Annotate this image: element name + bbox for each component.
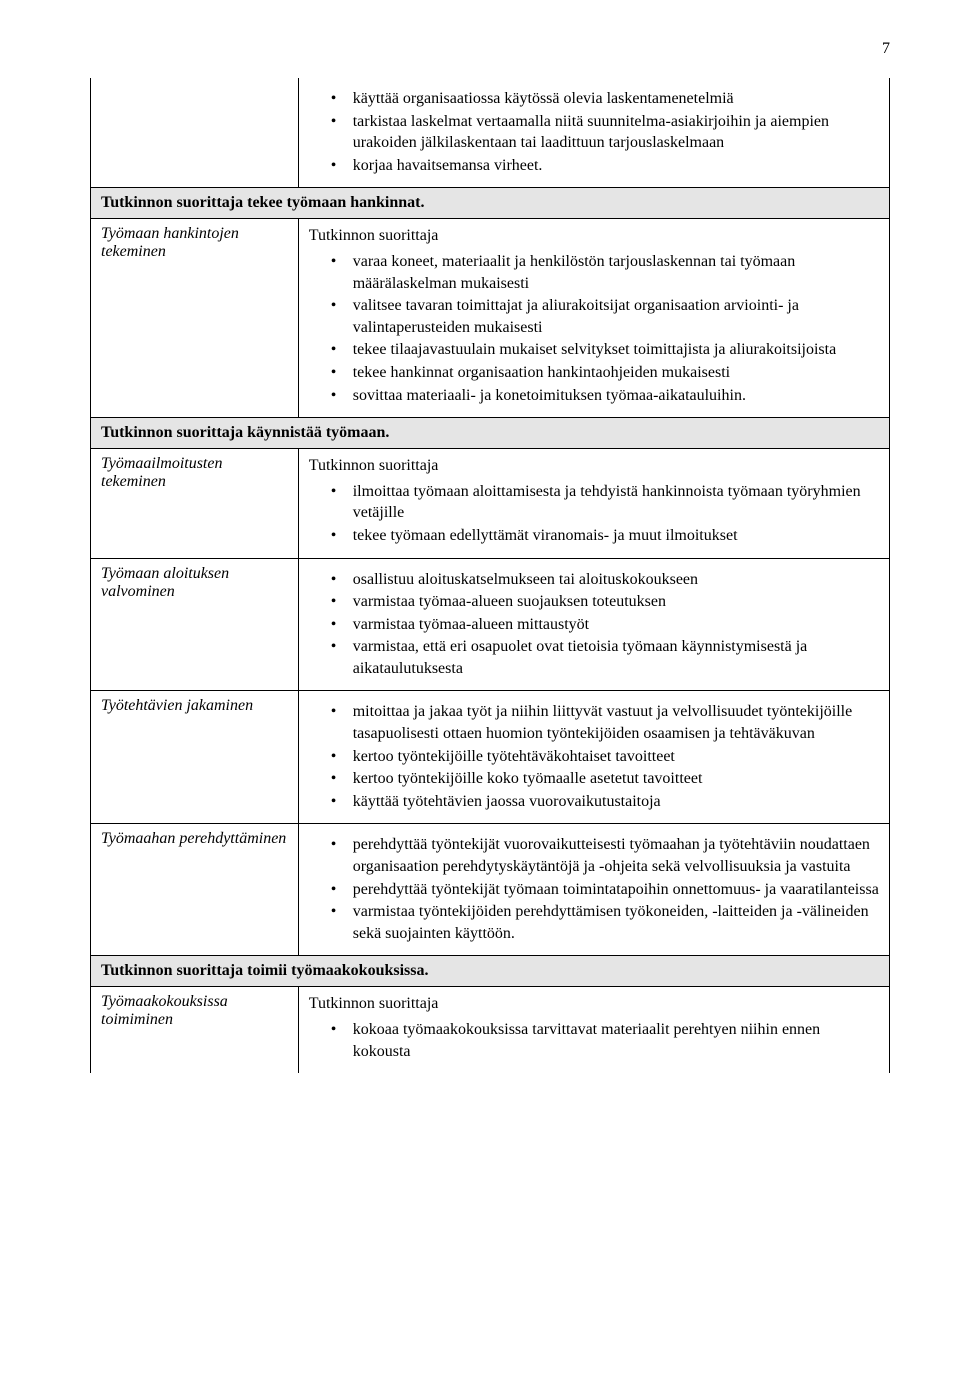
row-label: Työmaan aloituksen valvominen [91,558,299,691]
list-item: kokoaa työmaakokouksissa tarvittavat mat… [353,1019,879,1062]
table-row: Työmaakokouksissa toimiminen Tutkinnon s… [91,987,890,1073]
row-label: Työmaahan perehdyttäminen [91,824,299,956]
list-item: tarkistaa laskelmat vertaamalla niitä su… [353,111,879,154]
row-content: Tutkinnon suorittaja varaa koneet, mater… [298,219,889,418]
list-item: varaa koneet, materiaalit ja henkilöstön… [353,251,879,294]
list-item: käyttää työtehtävien jaossa vuorovaikutu… [353,791,879,813]
list-item: korjaa havaitsemansa virheet. [353,155,879,177]
row-content: Tutkinnon suorittaja ilmoittaa työmaan a… [298,449,889,558]
list-item: varmistaa työntekijöiden perehdyttämisen… [353,901,879,944]
list-item: mitoittaa ja jakaa työt ja niihin liitty… [353,701,879,744]
row-content: Tutkinnon suorittaja kokoaa työmaakokouk… [298,987,889,1073]
row-content: perehdyttää työntekijät vuorovaikutteise… [298,824,889,956]
list-item: osallistuu aloituskatselmukseen tai aloi… [353,569,879,591]
row-label: Työtehtävien jakaminen [91,691,299,824]
list-item: kertoo työntekijöille työtehtäväkohtaise… [353,746,879,768]
list-item: varmistaa työmaa-alueen suojauksen toteu… [353,591,879,613]
list-item: tekee tilaajavastuulain mukaiset selvity… [353,339,879,361]
page-number: 7 [90,40,890,58]
list-item: varmistaa, että eri osapuolet ovat tieto… [353,636,879,679]
list-item: sovittaa materiaali- ja konetoimituksen … [353,385,879,407]
intro-text: Tutkinnon suorittaja [309,455,879,477]
row-content: käyttää organisaatiossa käytössä olevia … [298,78,889,188]
row-content: mitoittaa ja jakaa työt ja niihin liitty… [298,691,889,824]
section-header: Tutkinnon suorittaja käynnistää työmaan. [91,418,890,449]
table-row: Työtehtävien jakaminen mitoittaa ja jaka… [91,691,890,824]
list-item: varmistaa työmaa-alueen mittaustyöt [353,614,879,636]
list-item: tekee hankinnat organisaation hankintaoh… [353,362,879,384]
intro-text: Tutkinnon suorittaja [309,225,879,247]
row-label: Työmaakokouksissa toimiminen [91,987,299,1073]
section-header: Tutkinnon suorittaja tekee työmaan hanki… [91,188,890,219]
section-header: Tutkinnon suorittaja toimii työmaakokouk… [91,956,890,987]
table-row: Työmaan aloituksen valvominen osallistuu… [91,558,890,691]
table-row: Työmaailmoitusten tekeminen Tutkinnon su… [91,449,890,558]
list-item: perehdyttää työntekijät vuorovaikutteise… [353,834,879,877]
intro-text: Tutkinnon suorittaja [309,993,879,1015]
row-label: Työmaan hankintojen tekeminen [91,219,299,418]
list-item: valitsee tavaran toimittajat ja aliurako… [353,295,879,338]
list-item: ilmoittaa työmaan aloittamisesta ja tehd… [353,481,879,524]
list-item: kertoo työntekijöille koko työmaalle ase… [353,768,879,790]
list-item: tekee työmaan edellyttämät viranomais- j… [353,525,879,547]
table-row: Työmaahan perehdyttäminen perehdyttää ty… [91,824,890,956]
table-row: käyttää organisaatiossa käytössä olevia … [91,78,890,188]
row-label: Työmaailmoitusten tekeminen [91,449,299,558]
section-header-row: Tutkinnon suorittaja tekee työmaan hanki… [91,188,890,219]
list-item: käyttää organisaatiossa käytössä olevia … [353,88,879,110]
section-header-row: Tutkinnon suorittaja toimii työmaakokouk… [91,956,890,987]
row-label-empty [91,78,299,188]
table-row: Työmaan hankintojen tekeminen Tutkinnon … [91,219,890,418]
content-table: käyttää organisaatiossa käytössä olevia … [90,78,890,1073]
section-header-row: Tutkinnon suorittaja käynnistää työmaan. [91,418,890,449]
list-item: perehdyttää työntekijät työmaan toiminta… [353,879,879,901]
row-content: osallistuu aloituskatselmukseen tai aloi… [298,558,889,691]
